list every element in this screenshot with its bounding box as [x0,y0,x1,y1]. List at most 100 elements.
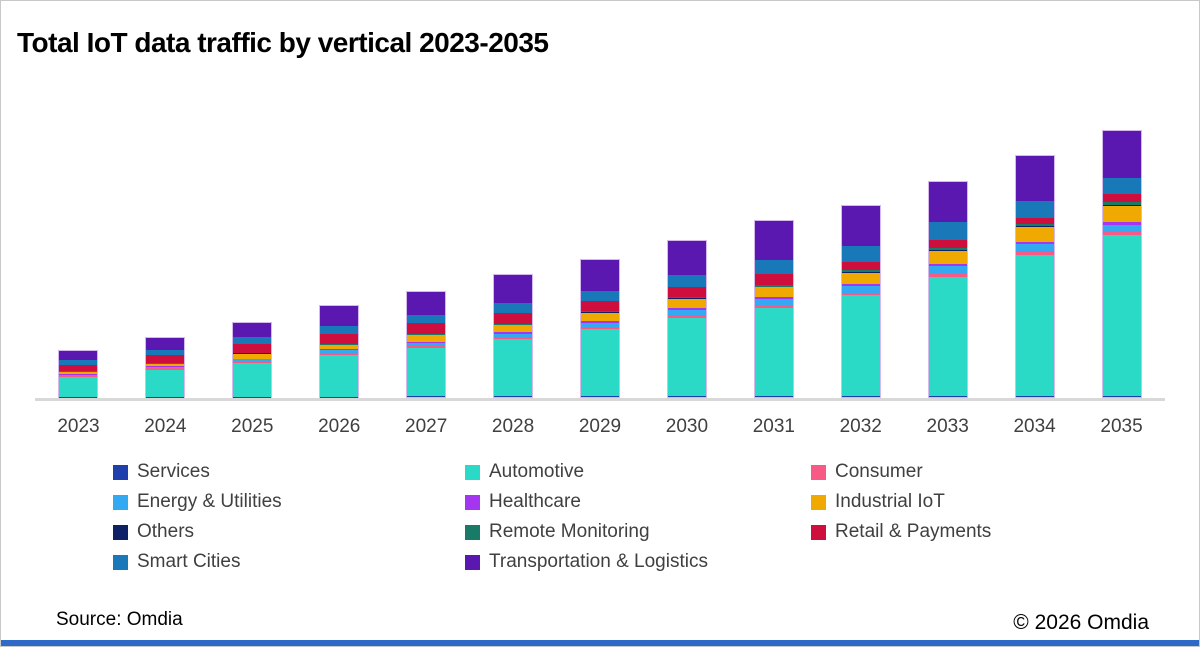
bar-segment-industrial-iot [320,345,359,350]
bar-segment-energy-utilities [754,299,793,306]
bar-slot-2028 [470,107,557,398]
legend-swatch-healthcare [465,494,480,510]
bar-segment-retail-payments [407,322,446,334]
legend-item-healthcare: Healthcare [465,491,811,513]
bar-slot-2032 [817,107,904,398]
bar-segment-industrial-iot [841,272,880,284]
bar-segment-others [928,249,967,251]
bar-segment-smart-cities [320,326,359,335]
bar-segment-healthcare [407,341,446,343]
bar-segment-energy-utilities [407,342,446,346]
bar-segment-others [1102,204,1141,206]
bar-segment-retail-payments [1102,194,1141,203]
bar-segment-transportation-logistics [146,337,185,350]
legend-swatch-remote-monitoring [465,524,480,540]
bar-segment-automotive [407,347,446,397]
x-tick-2025: 2025 [231,416,274,437]
bar-segment-automotive [1015,255,1054,397]
x-axis-labels: 2023 2024 2025 2026 2027 2028 2029 2030 2031 2032… [35,416,1165,438]
bar-group [35,107,1165,398]
bar-2033 [927,181,968,398]
bar-segment-services [754,396,793,397]
bar-segment-automotive [580,328,619,397]
bar-2023 [58,349,99,398]
bar-segment-transportation-logistics [667,240,706,276]
bar-segment-healthcare [1102,221,1141,225]
bar-slot-2026 [296,107,383,398]
x-tick-2029: 2029 [578,416,622,437]
bar-segment-energy-utilities [1102,224,1141,231]
bar-segment-energy-utilities [580,322,619,327]
bar-segment-transportation-logistics [754,221,793,261]
bar-2025 [232,321,273,398]
legend-item-smart-cities: Smart Cities [113,551,465,573]
legend-label-retail-payments: Retail & Payments [835,521,992,542]
bar-segment-smart-cities [928,222,967,241]
bar-segment-smart-cities [580,290,619,302]
bar-segment-remote-monitoring [580,310,619,313]
x-tick-2034: 2034 [1013,416,1056,437]
bar-2028 [493,273,534,398]
legend-label-services: Services [137,461,210,482]
bar-segment-smart-cities [494,302,533,313]
bar-segment-industrial-iot [407,335,446,342]
bar-segment-transportation-logistics [1015,156,1054,202]
legend-swatch-consumer [811,464,826,480]
bar-segment-retail-payments [233,344,272,353]
bar-segment-energy-utilities [146,366,185,369]
bar-segment-retail-payments [928,240,967,248]
bar-segment-smart-cities [59,360,98,366]
bar-segment-remote-monitoring [928,247,967,250]
bar-segment-remote-monitoring [667,296,706,299]
legend-label-industrial-iot: Industrial IoT [835,491,945,512]
bar-segment-consumer [754,305,793,308]
bar-segment-transportation-logistics [494,274,533,303]
bar-segment-remote-monitoring [494,323,533,325]
bar-2032 [840,204,881,398]
copyright-note: © 2026 Omdia [1013,611,1149,634]
bar-segment-industrial-iot [754,287,793,298]
bar-segment-others [667,298,706,299]
bar-segment-services [1102,396,1141,397]
bar-segment-smart-cities [146,349,185,356]
bar-slot-2031 [730,107,817,398]
bar-slot-2030 [643,107,730,398]
bar-segment-transportation-logistics [580,259,619,291]
bar-segment-retail-payments [667,286,706,297]
bar-segment-smart-cities [667,275,706,287]
bar-segment-retail-payments [754,274,793,286]
bar-segment-others [841,271,880,273]
bar-segment-consumer [146,368,185,370]
bar-segment-energy-utilities [667,309,706,316]
bar-segment-smart-cities [407,315,446,323]
bar-segment-remote-monitoring [233,352,272,354]
bar-segment-automotive [59,377,98,397]
bar-slot-2027 [383,107,470,398]
bar-segment-others [494,324,533,326]
bar-segment-industrial-iot [233,353,272,359]
bar-segment-retail-payments [580,301,619,311]
bar-segment-industrial-iot [59,371,98,375]
bar-segment-services [928,396,967,397]
x-tick-2023: 2023 [57,416,100,437]
bar-segment-automotive [146,369,185,397]
bar-segment-healthcare [928,263,967,267]
legend-item-retail-payments: Retail & Payments [811,521,1151,543]
bar-segment-services [580,396,619,397]
bar-segment-automotive [928,276,967,397]
bar-segment-healthcare [320,349,359,351]
bar-segment-others [320,344,359,346]
bar-segment-remote-monitoring [1102,202,1141,205]
bar-segment-retail-payments [146,355,185,364]
bar-segment-healthcare [233,358,272,360]
bar-segment-automotive [233,363,272,397]
legend-label-smart-cities: Smart Cities [137,551,241,572]
x-tick-2033: 2033 [926,416,969,437]
bar-segment-consumer [667,315,706,318]
bar-segment-remote-monitoring [407,333,446,335]
bar-segment-retail-payments [1015,217,1054,224]
legend-swatch-automotive [465,464,480,480]
bar-segment-industrial-iot [146,363,185,367]
x-tick-2035: 2035 [1100,416,1143,437]
